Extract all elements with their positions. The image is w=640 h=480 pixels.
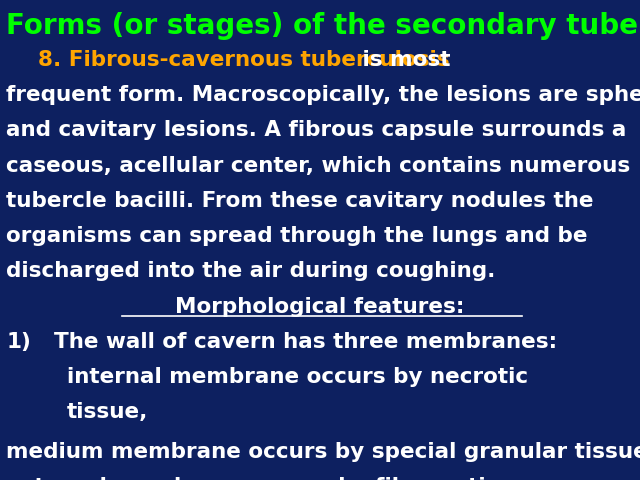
Text: frequent form. Macroscopically, the lesions are spherical: frequent form. Macroscopically, the lesi… xyxy=(6,85,640,106)
Text: internal membrane occurs by necrotic: internal membrane occurs by necrotic xyxy=(67,367,529,387)
Text: medium membrane occurs by special granular tissue,: medium membrane occurs by special granul… xyxy=(6,442,640,462)
Text: caseous, acellular center, which contains numerous: caseous, acellular center, which contain… xyxy=(6,156,630,176)
Text: 1): 1) xyxy=(6,332,31,352)
Text: Forms (or stages) of the secondary tuberculosis: Forms (or stages) of the secondary tuber… xyxy=(6,12,640,40)
Text: and cavitary lesions. A fibrous capsule surrounds a: and cavitary lesions. A fibrous capsule … xyxy=(6,120,627,141)
Text: tubercle bacilli. From these cavitary nodules the: tubercle bacilli. From these cavitary no… xyxy=(6,191,594,211)
Text: discharged into the air during coughing.: discharged into the air during coughing. xyxy=(6,261,496,281)
Text: is most: is most xyxy=(355,50,451,71)
Text: Morphological features:: Morphological features: xyxy=(175,297,465,317)
Text: tissue,: tissue, xyxy=(67,402,148,422)
Text: The wall of cavern has three membranes:: The wall of cavern has three membranes: xyxy=(54,332,557,352)
Text: 8. Fibrous-cavernous tuberculosis: 8. Fibrous-cavernous tuberculosis xyxy=(38,50,450,71)
Text: external membrane occurs by fibrous tissue: external membrane occurs by fibrous tiss… xyxy=(6,477,541,480)
Text: organisms can spread through the lungs and be: organisms can spread through the lungs a… xyxy=(6,226,588,246)
